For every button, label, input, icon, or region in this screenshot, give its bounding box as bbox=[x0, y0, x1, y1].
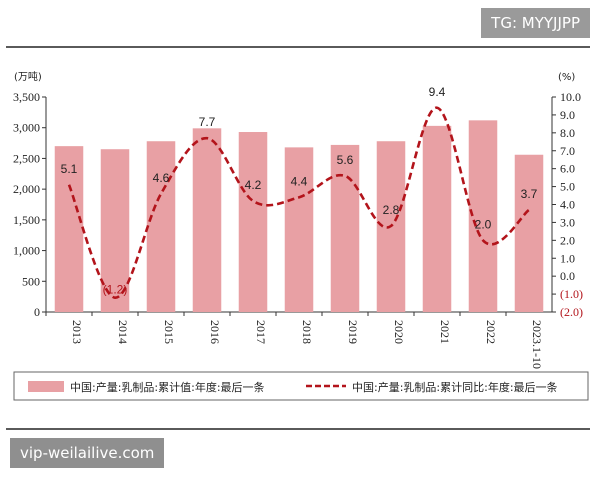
right-tick-label: 3.0 bbox=[560, 215, 575, 229]
right-tick-label: 8.0 bbox=[560, 126, 575, 140]
x-tick-label: 2016 bbox=[208, 320, 222, 344]
right-tick-label: 2.0 bbox=[560, 233, 575, 247]
yoy-data-label: 2.0 bbox=[475, 217, 492, 231]
watermark-top: TG: MYYJJPP bbox=[481, 8, 590, 38]
bar bbox=[330, 144, 360, 312]
bar bbox=[514, 154, 544, 312]
legend-label-bar: 中国:产量:乳制品:累计值:年度:最后一条 bbox=[70, 380, 265, 394]
left-tick-label: 2,500 bbox=[13, 151, 40, 165]
x-tick-label: 2021 bbox=[438, 320, 452, 344]
left-tick-label: 2,000 bbox=[13, 182, 40, 196]
x-tick-label: 2023.1-10 bbox=[530, 320, 544, 369]
yoy-data-label: (1.2) bbox=[103, 283, 128, 297]
right-tick-label: 1.0 bbox=[560, 251, 575, 265]
x-tick-label: 2018 bbox=[300, 320, 314, 344]
bar bbox=[238, 132, 268, 312]
right-tick-label: 4.0 bbox=[560, 198, 575, 212]
x-tick-label: 2014 bbox=[116, 320, 130, 344]
left-tick-label: 3,000 bbox=[13, 121, 40, 135]
yoy-data-label: 4.6 bbox=[153, 171, 170, 185]
yoy-data-label: 5.6 bbox=[337, 153, 354, 167]
yoy-data-label: 3.7 bbox=[521, 187, 538, 201]
right-axis-unit: (%) bbox=[558, 72, 575, 83]
right-tick-label: 10.0 bbox=[560, 90, 581, 104]
yoy-data-label: 5.1 bbox=[61, 162, 78, 176]
bar bbox=[54, 146, 84, 312]
yoy-line bbox=[67, 106, 530, 299]
top-rule bbox=[6, 46, 590, 48]
yoy-data-label: 9.4 bbox=[429, 85, 446, 99]
left-tick-label: 1,500 bbox=[13, 213, 40, 227]
legend-swatch-bar bbox=[28, 381, 64, 392]
left-tick-label: 3,500 bbox=[13, 90, 40, 104]
right-tick-label: 9.0 bbox=[560, 108, 575, 122]
right-tick-label: (1.0) bbox=[560, 287, 583, 301]
x-tick-label: 2015 bbox=[162, 320, 176, 344]
left-tick-label: 1,000 bbox=[13, 244, 40, 258]
bar bbox=[192, 128, 222, 312]
x-tick-label: 2020 bbox=[392, 320, 406, 344]
left-axis-unit: (万吨) bbox=[14, 70, 42, 83]
legend-box bbox=[13, 371, 589, 401]
right-tick-label: (2.0) bbox=[560, 305, 583, 319]
x-tick-label: 2022 bbox=[484, 320, 498, 344]
bottom-rule bbox=[6, 428, 590, 430]
bar bbox=[146, 141, 176, 312]
right-tick-label: 5.0 bbox=[560, 180, 575, 194]
bar bbox=[284, 147, 314, 312]
chart: 0 500 1,000 1,500 2,000 2,500 3,000 3,500 (万吨) (2… bbox=[13, 70, 589, 401]
legend: 中国:产量:乳制品:累计值:年度:最后一条 中国:产量:乳制品:累计同比:年度:最… bbox=[13, 371, 589, 401]
right-tick-label: 7.0 bbox=[560, 144, 575, 158]
watermark-bottom: vip-weilailive.com bbox=[10, 438, 165, 468]
x-tick-label: 2017 bbox=[254, 320, 268, 344]
yoy-data-label: 2.8 bbox=[383, 203, 400, 217]
right-tick-label: 0.0 bbox=[560, 269, 575, 283]
plot-area: 0 500 1,000 1,500 2,000 2,500 3,000 3,500 (万吨) (2… bbox=[13, 70, 583, 369]
bar bbox=[422, 125, 452, 312]
legend-label-line: 中国:产量:乳制品:累计同比:年度:最后一条 bbox=[352, 380, 558, 394]
right-tick-label: 6.0 bbox=[560, 162, 575, 176]
x-tick-label: 2013 bbox=[70, 320, 84, 344]
yoy-data-label: 4.4 bbox=[291, 174, 308, 188]
bar bbox=[100, 149, 130, 312]
left-tick-label: 0 bbox=[34, 305, 40, 319]
left-tick-label: 500 bbox=[22, 274, 40, 288]
yoy-data-label: 4.2 bbox=[245, 178, 262, 192]
x-tick-label: 2019 bbox=[346, 320, 360, 344]
yoy-data-label: 7.7 bbox=[199, 115, 216, 129]
